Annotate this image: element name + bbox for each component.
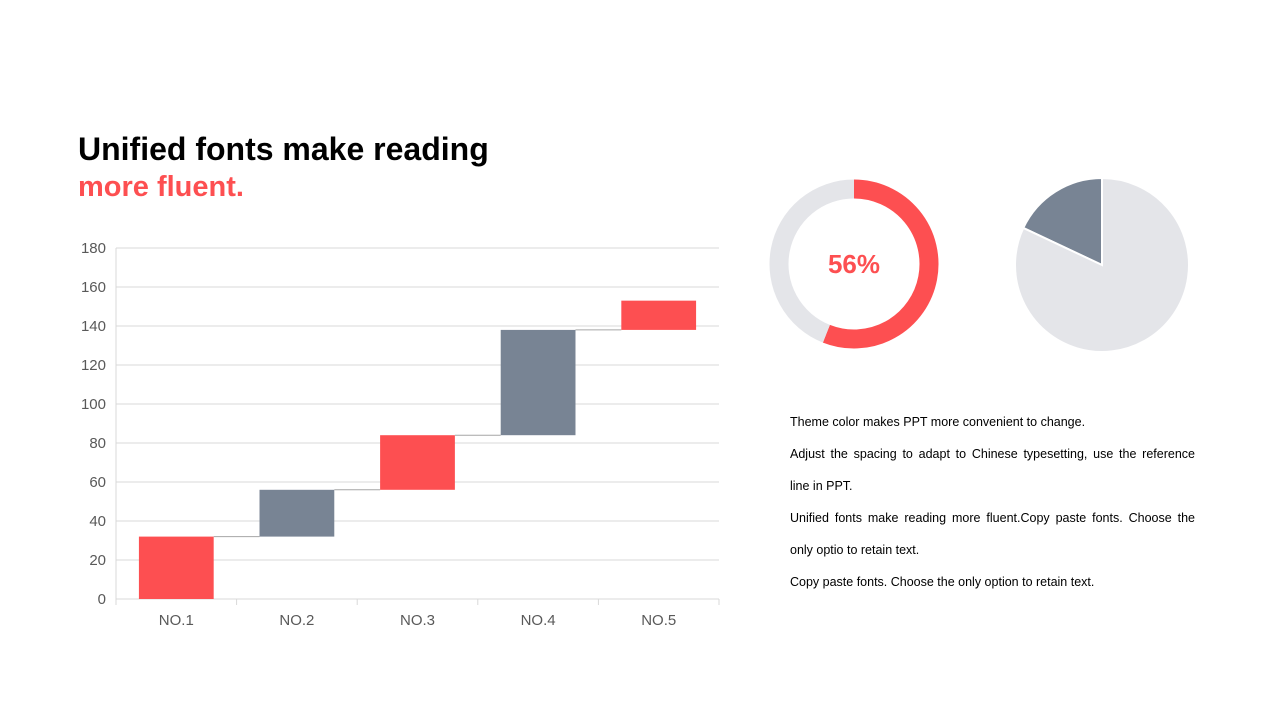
description-line: Adjust the spacing to adapt to Chinese t…: [790, 447, 1195, 493]
description-text: Theme color makes PPT more convenient to…: [790, 406, 1195, 598]
pie-slice: [1021, 176, 1103, 267]
y-tick-label: 100: [81, 396, 106, 413]
y-tick-label: 160: [81, 279, 106, 296]
waterfall-bar: [138, 536, 214, 599]
y-tick-label: 140: [81, 318, 106, 335]
x-tick-label: NO.1: [159, 612, 194, 629]
waterfall-bar: [259, 489, 335, 537]
page-title-highlight: more fluent.: [78, 171, 244, 203]
y-tick-label: 60: [89, 474, 106, 491]
donut-segment: [822, 179, 939, 349]
pie-chart: [1005, 170, 1200, 370]
x-tick-label: NO.3: [400, 612, 435, 629]
donut-segment: [769, 179, 855, 343]
waterfall-bar: [500, 329, 576, 436]
donut-chart: 56%: [760, 170, 950, 365]
pie-chart-svg: [1014, 176, 1190, 353]
description-line: Copy paste fonts. Choose the only option…: [790, 575, 1095, 589]
donut-chart-svg: 56%: [769, 179, 939, 349]
waterfall-chart-svg: 0 20 40 60 80 100 120 140 160 180 NO.1 NO.2 NO.3 NO.4…: [81, 240, 720, 629]
title-block: Unified fonts make reading more fluent.: [78, 130, 489, 206]
donut-center-label: 56%: [828, 249, 880, 279]
y-tick-label: 180: [81, 240, 106, 257]
x-tick-label: NO.2: [279, 612, 314, 629]
y-tick-label: 80: [89, 435, 106, 452]
waterfall-bar: [380, 435, 455, 490]
x-tick-label: NO.4: [521, 612, 556, 629]
y-tick-label: 120: [81, 357, 106, 374]
description-line: Unified fonts make reading more fluent.C…: [790, 511, 1195, 557]
waterfall-bar: [621, 300, 697, 330]
waterfall-chart: 0 20 40 60 80 100 120 140 160 180 NO.1 NO.2 NO.3 NO.4…: [60, 232, 740, 647]
description-line: Theme color makes PPT more convenient to…: [790, 415, 1086, 429]
x-tick-label: NO.5: [641, 612, 676, 629]
page-title: Unified fonts make reading: [78, 131, 489, 167]
y-tick-label: 40: [89, 513, 106, 530]
y-tick-label: 20: [89, 552, 106, 569]
y-tick-label: 0: [98, 591, 106, 608]
pie-slice: [1014, 176, 1190, 353]
